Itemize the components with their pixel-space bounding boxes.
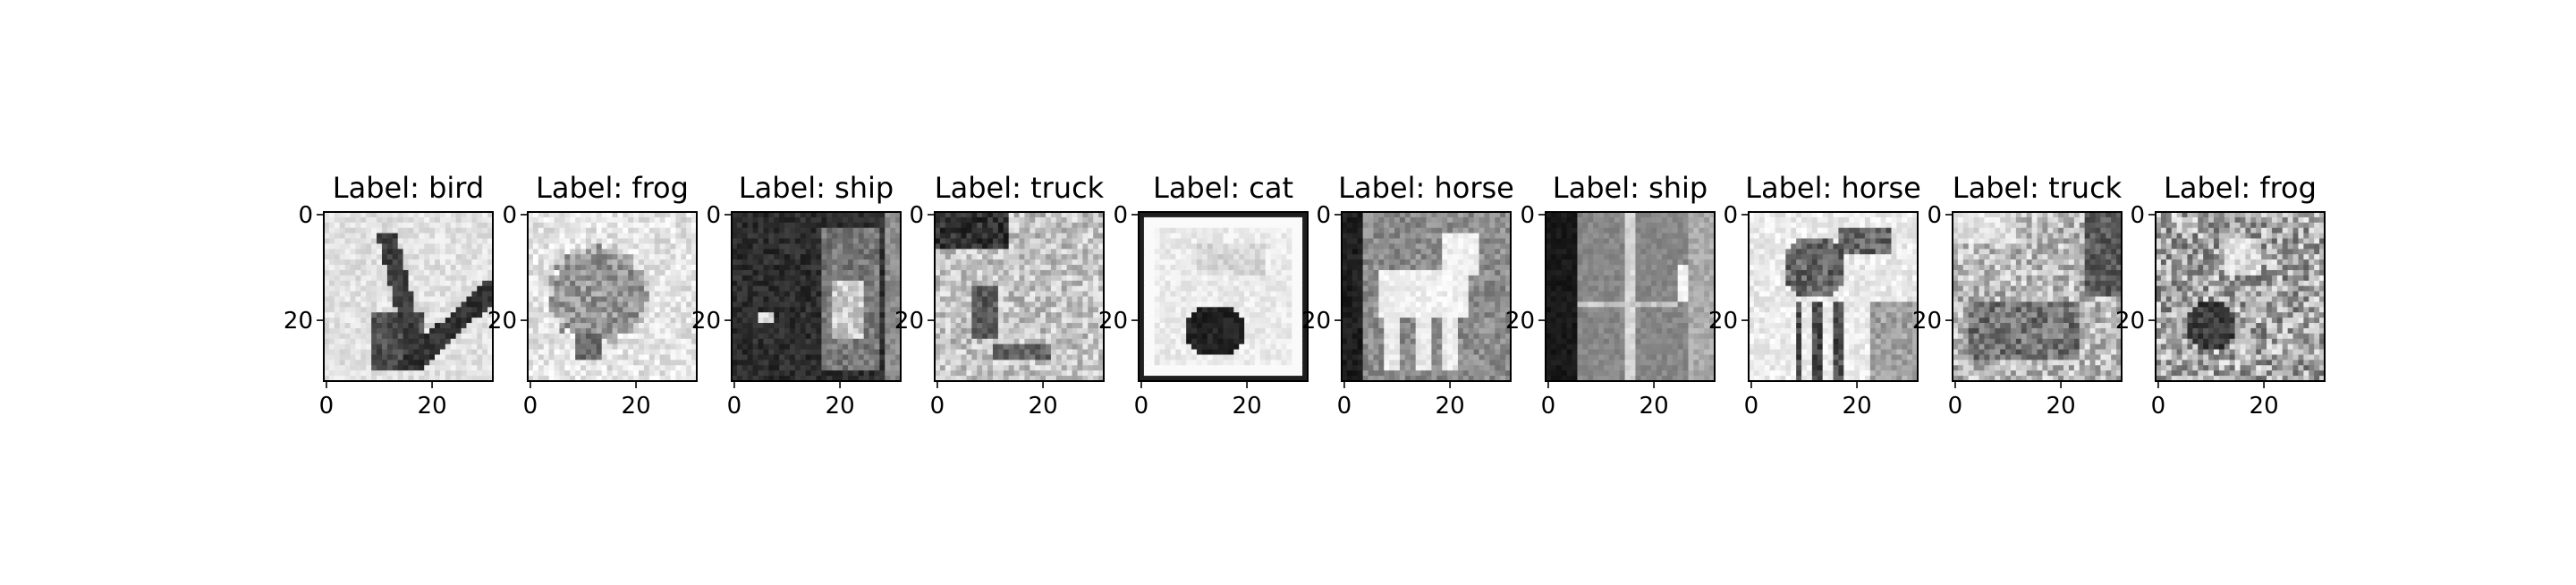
x-tick-label: 0 <box>319 393 335 420</box>
image-panel: Label: truck 0 20 0 20 <box>894 171 1105 420</box>
x-tick-label: 20 <box>1640 393 1669 420</box>
x-tick-label: 20 <box>2250 393 2279 420</box>
y-tick-label: 0 <box>502 202 517 229</box>
y-tick-label: 20 <box>1708 308 1738 335</box>
y-tick-label: 20 <box>487 308 517 335</box>
image-thumbnail <box>1546 212 1716 382</box>
image-panel: Label: cat 0 20 0 20 <box>1098 171 1309 420</box>
panel-title: Label: ship <box>1553 171 1707 205</box>
y-tick-label: 20 <box>284 308 313 335</box>
y-tick-label: 0 <box>1723 202 1738 229</box>
axes-frame <box>1545 211 1716 382</box>
axes-frame <box>2155 211 2326 382</box>
y-tick-label: 0 <box>1927 202 1942 229</box>
image-thumbnail <box>1342 212 1512 382</box>
x-tick-label: 0 <box>727 393 742 420</box>
x-tick-label: 20 <box>1029 393 1058 420</box>
axes-frame <box>934 211 1105 382</box>
y-tick-label: 20 <box>1098 308 1128 335</box>
image-panel: Label: frog 0 20 0 20 <box>2115 171 2326 420</box>
image-thumbnail <box>528 212 698 382</box>
axes-frame <box>1138 211 1309 382</box>
image-panel: Label: ship 0 20 0 20 <box>1505 171 1716 420</box>
image-panel: Label: ship 0 20 0 20 <box>691 171 902 420</box>
axes-frame <box>731 211 902 382</box>
y-tick-label: 20 <box>691 308 721 335</box>
panel-title: Label: bird <box>333 171 484 205</box>
x-tick-label: 0 <box>523 393 538 420</box>
x-tick-label: 20 <box>1233 393 1262 420</box>
x-tick-label: 20 <box>826 393 855 420</box>
panel-title: Label: cat <box>1153 171 1293 205</box>
y-tick-label: 20 <box>1301 308 1331 335</box>
image-panel: Label: horse 0 20 0 20 <box>1708 171 1921 420</box>
y-tick-label: 0 <box>2130 202 2145 229</box>
axes-frame <box>1952 211 2123 382</box>
x-tick-label: 20 <box>418 393 447 420</box>
y-tick-label: 20 <box>1505 308 1535 335</box>
y-tick-label: 0 <box>298 202 313 229</box>
image-panel: Label: frog 0 20 0 20 <box>487 171 698 420</box>
y-tick-label: 0 <box>1520 202 1535 229</box>
y-tick-label: 0 <box>1316 202 1331 229</box>
x-tick-label: 0 <box>1744 393 1759 420</box>
panel-title: Label: truck <box>1953 171 2123 205</box>
y-tick-label: 20 <box>1912 308 1942 335</box>
y-tick-label: 0 <box>706 202 721 229</box>
image-thumbnail <box>1749 212 1919 382</box>
x-tick-label: 20 <box>1436 393 1465 420</box>
y-tick-label: 0 <box>1113 202 1128 229</box>
y-tick-label: 0 <box>909 202 924 229</box>
axes-frame <box>527 211 698 382</box>
image-thumbnail <box>1139 212 1309 382</box>
panel-title: Label: truck <box>935 171 1105 205</box>
panel-title: Label: horse <box>1745 171 1921 205</box>
panel-title: Label: frog <box>2164 171 2317 205</box>
x-tick-label: 0 <box>1541 393 1556 420</box>
image-thumbnail <box>2156 212 2326 382</box>
image-thumbnail <box>732 212 902 382</box>
x-tick-label: 0 <box>1134 393 1149 420</box>
y-tick-label: 20 <box>894 308 924 335</box>
x-tick-label: 20 <box>622 393 651 420</box>
panel-title: Label: ship <box>739 171 894 205</box>
image-thumbnail <box>935 212 1105 382</box>
x-tick-label: 20 <box>1843 393 1872 420</box>
y-tick-label: 20 <box>2115 308 2145 335</box>
image-thumbnail <box>1953 212 2123 382</box>
axes-frame <box>1341 211 1512 382</box>
image-panel: Label: bird 0 20 0 20 <box>284 171 494 420</box>
image-panel: Label: truck 0 20 0 20 <box>1912 171 2123 420</box>
x-tick-label: 0 <box>1948 393 1963 420</box>
panel-title: Label: horse <box>1338 171 1514 205</box>
panel-title: Label: frog <box>536 171 689 205</box>
x-tick-label: 0 <box>930 393 945 420</box>
x-tick-label: 0 <box>1337 393 1352 420</box>
x-tick-label: 0 <box>2151 393 2166 420</box>
axes-frame <box>323 211 494 382</box>
image-panel: Label: horse 0 20 0 20 <box>1301 171 1514 420</box>
axes-frame <box>1748 211 1919 382</box>
x-tick-label: 20 <box>2046 393 2076 420</box>
image-thumbnail <box>324 212 494 382</box>
